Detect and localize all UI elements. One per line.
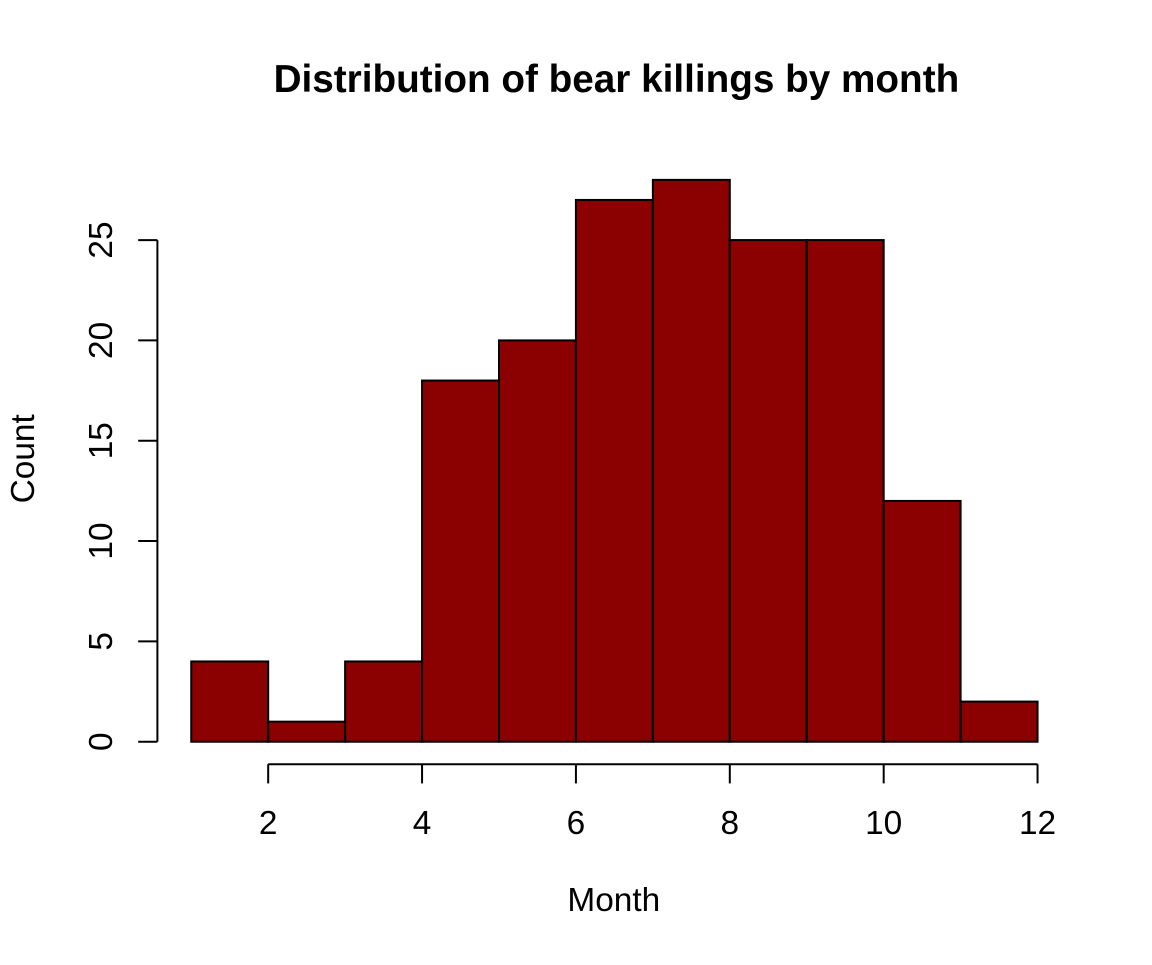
svg-text:Distribution of bear killings: Distribution of bear killings by month	[274, 58, 960, 101]
svg-text:Month: Month	[567, 882, 660, 919]
svg-text:0: 0	[83, 732, 120, 751]
svg-text:6: 6	[567, 805, 586, 842]
svg-text:5: 5	[83, 632, 120, 651]
svg-text:15: 15	[83, 422, 120, 459]
svg-text:10: 10	[865, 805, 902, 842]
svg-text:20: 20	[83, 322, 120, 359]
svg-text:25: 25	[83, 221, 120, 258]
svg-text:4: 4	[413, 805, 432, 842]
svg-text:10: 10	[83, 522, 120, 559]
svg-text:2: 2	[259, 805, 278, 842]
svg-text:12: 12	[1019, 805, 1056, 842]
svg-text:8: 8	[721, 805, 740, 842]
svg-text:Count: Count	[5, 414, 42, 504]
